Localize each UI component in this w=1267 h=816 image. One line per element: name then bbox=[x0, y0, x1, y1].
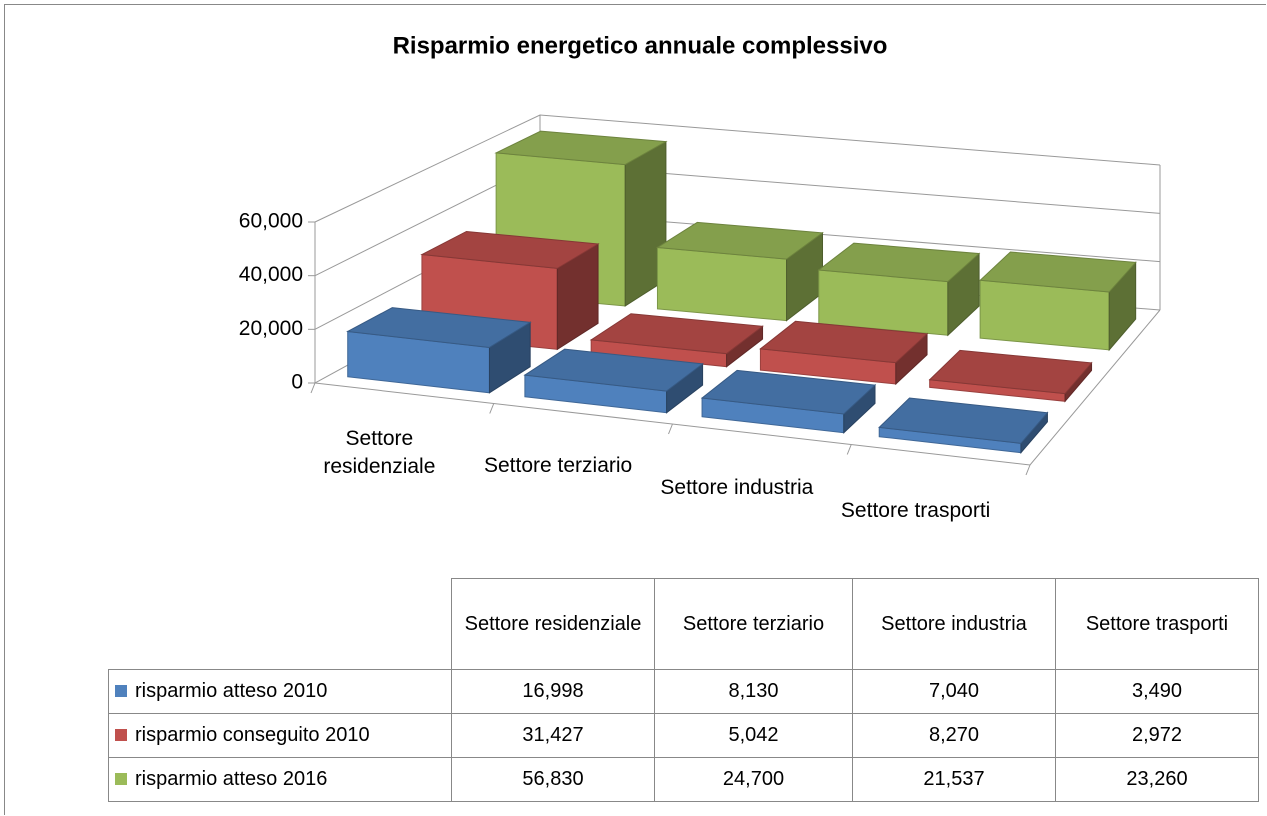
bar-top bbox=[589, 313, 764, 355]
bar bbox=[655, 221, 824, 322]
table-value: 7,040 bbox=[852, 669, 1056, 714]
table-row: risparmio conseguito 2010 31,427 5,042 8,27… bbox=[108, 713, 1259, 758]
column-header: Settore terziario bbox=[654, 578, 853, 670]
category-tick bbox=[489, 403, 495, 414]
data-table: Settore residenziale Settore terziario Set… bbox=[108, 578, 1259, 802]
bar bbox=[700, 369, 877, 434]
x-tick-label: Settore terziario bbox=[484, 453, 633, 477]
column-header: Settore residenziale bbox=[451, 578, 655, 670]
bar-top bbox=[523, 348, 704, 392]
bar bbox=[817, 242, 981, 337]
table-value: 23,260 bbox=[1055, 757, 1259, 802]
column-header: Settore trasporti bbox=[1055, 578, 1259, 670]
legend-label: risparmio atteso 2016 bbox=[135, 768, 328, 790]
bar-front bbox=[656, 246, 788, 322]
row-header: risparmio conseguito 2010 bbox=[108, 713, 452, 758]
chart: Risparmio energetico annuale complessivo… bbox=[239, 32, 1161, 476]
table-value: 31,427 bbox=[451, 713, 655, 758]
y-tick-label: 60,000 bbox=[239, 210, 303, 233]
table-value: 16,998 bbox=[451, 669, 655, 714]
bar bbox=[878, 397, 1049, 455]
y-tick-label: 40,000 bbox=[239, 263, 303, 286]
table-value: 5,042 bbox=[654, 713, 853, 758]
table-value: 3,490 bbox=[1055, 669, 1259, 714]
chart-title: Risparmio energetico annuale complessivo bbox=[393, 32, 888, 59]
table-value: 24,700 bbox=[654, 757, 853, 802]
bar bbox=[928, 349, 1093, 403]
bar-top bbox=[655, 221, 824, 260]
bar-top bbox=[878, 397, 1049, 444]
row-header: risparmio atteso 2016 bbox=[108, 757, 452, 802]
grid-line bbox=[314, 114, 1161, 223]
legend-swatch bbox=[115, 773, 127, 785]
row-header: risparmio atteso 2010 bbox=[108, 669, 452, 714]
bar bbox=[346, 307, 532, 394]
table-header: Settore residenziale Settore terziario Set… bbox=[108, 578, 1259, 670]
y-tick-label: 20,000 bbox=[239, 317, 303, 340]
category-tick bbox=[1025, 464, 1031, 476]
table-value: 56,830 bbox=[451, 757, 655, 802]
chart-frame bbox=[4, 4, 1266, 815]
table-row: risparmio atteso 2010 16,998 8,130 7,040 3,4… bbox=[108, 669, 1259, 714]
bar bbox=[523, 348, 704, 414]
bar bbox=[589, 313, 764, 368]
bar bbox=[978, 251, 1137, 352]
bar bbox=[759, 320, 929, 386]
legend-swatch bbox=[115, 729, 127, 741]
x-tick-label: Settore industria bbox=[660, 476, 814, 500]
legend-label: risparmio conseguito 2010 bbox=[135, 724, 370, 746]
column-header: Settore industria bbox=[852, 578, 1056, 670]
bar-top bbox=[700, 369, 877, 415]
table-value: 21,537 bbox=[852, 757, 1056, 802]
bar-top bbox=[494, 130, 668, 166]
table-value: 8,130 bbox=[654, 669, 853, 714]
bar-top bbox=[978, 251, 1137, 293]
bar-top bbox=[346, 307, 532, 348]
bar-top bbox=[928, 349, 1093, 395]
bar-top bbox=[420, 230, 600, 269]
table-value: 2,972 bbox=[1055, 713, 1259, 758]
bar-top bbox=[759, 320, 929, 364]
y-tick-label: 0 bbox=[291, 371, 303, 394]
blank-cell bbox=[108, 578, 452, 670]
category-tick bbox=[846, 444, 852, 455]
table-value: 8,270 bbox=[852, 713, 1056, 758]
bar-top bbox=[817, 242, 981, 283]
legend-label: risparmio atteso 2010 bbox=[135, 680, 328, 702]
category-tick bbox=[668, 423, 673, 435]
category-tick bbox=[310, 382, 316, 394]
legend-swatch bbox=[115, 685, 127, 697]
x-tick-label: Settore residenziale bbox=[323, 427, 436, 479]
table-row: risparmio atteso 2016 56,830 24,700 21,537 2… bbox=[108, 757, 1259, 802]
x-tick-label: Settore trasporti bbox=[840, 498, 991, 522]
